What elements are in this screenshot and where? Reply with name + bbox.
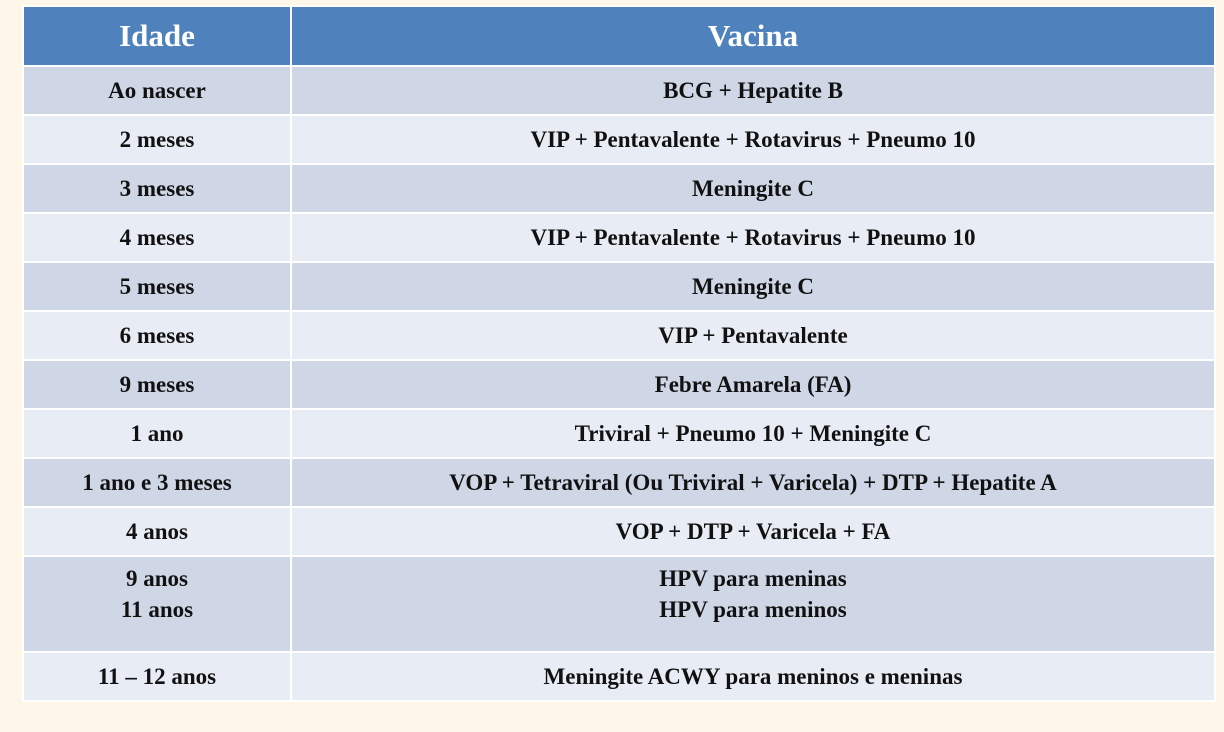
age-cell: 4 meses (22, 212, 292, 263)
age-cell: Ao nascer (22, 65, 292, 116)
header-row: Idade Vacina (22, 5, 1216, 67)
age-cell: 11 – 12 anos (22, 651, 292, 702)
vaccine-cell: VIP + Pentavalente (290, 310, 1216, 361)
age-cell-text: 11 anos (120, 597, 194, 622)
vaccine-cell: HPV para meninas HPV para meninos (290, 555, 1216, 653)
age-cell-text: 11 – 12 anos (97, 664, 217, 689)
vaccine-cell-text: VIP + Pentavalente (658, 323, 848, 348)
vaccine-cell: Triviral + Pneumo 10 + Meningite C (290, 408, 1216, 459)
table-row: 4 meses VIP + Pentavalente + Rotavirus + … (22, 212, 1216, 263)
age-cell: 1 ano e 3 meses (22, 457, 292, 508)
age-cell: 3 meses (22, 163, 292, 214)
table-row: 11 – 12 anos Meningite ACWY para meninos … (22, 651, 1216, 702)
vaccine-cell: VOP + DTP + Varicela + FA (290, 506, 1216, 557)
vaccine-cell: VIP + Pentavalente + Rotavirus + Pneumo … (290, 114, 1216, 165)
age-cell-text: 1 ano e 3 meses (82, 470, 232, 495)
age-cell-text: Ao nascer (108, 78, 206, 103)
age-cell-text: 1 ano (130, 421, 184, 446)
vaccine-cell-text: HPV para meninas (659, 566, 847, 591)
age-cell-text: 9 anos (126, 566, 188, 591)
table-row: 5 meses Meningite C (22, 261, 1216, 312)
table-row: 9 anos 11 anos HPV para meninas HPV para me… (22, 555, 1216, 653)
age-cell: 1 ano (22, 408, 292, 459)
vaccine-cell-text: Febre Amarela (FA) (654, 372, 852, 397)
table-row: Ao nascer BCG + Hepatite B (22, 65, 1216, 116)
age-cell-text: 6 meses (119, 323, 195, 348)
vaccine-cell: Febre Amarela (FA) (290, 359, 1216, 410)
table-row: 1 ano Triviral + Pneumo 10 + Meningite C (22, 408, 1216, 459)
table-row: 6 meses VIP + Pentavalente (22, 310, 1216, 361)
table-row: 9 meses Febre Amarela (FA) (22, 359, 1216, 410)
table-row: 1 ano e 3 meses VOP + Tetraviral (Ou Triv… (22, 457, 1216, 508)
age-cell: 5 meses (22, 261, 292, 312)
vaccine-cell-text: VIP + Pentavalente + Rotavirus + Pneumo … (530, 225, 976, 250)
vaccine-cell-text: VIP + Pentavalente + Rotavirus + Pneumo … (530, 127, 976, 152)
age-cell-text: 9 meses (119, 372, 195, 397)
age-cell: 6 meses (22, 310, 292, 361)
vaccine-cell-text: Meningite C (691, 176, 814, 201)
table-row: 4 anos VOP + DTP + Varicela + FA (22, 506, 1216, 557)
vaccine-cell-text: HPV para meninos (659, 597, 847, 622)
vaccination-schedule-table: Idade Vacina Ao nascer BCG + Hepatite B 2 … (22, 5, 1216, 702)
age-cell: 4 anos (22, 506, 292, 557)
age-cell-text: 5 meses (119, 274, 195, 299)
table-row: 3 meses Meningite C (22, 163, 1216, 214)
age-cell: 9 meses (22, 359, 292, 410)
age-cell: 2 meses (22, 114, 292, 165)
vaccine-cell-text: Triviral + Pneumo 10 + Meningite C (574, 421, 932, 446)
header-age: Idade (22, 5, 292, 67)
vaccine-cell-text: BCG + Hepatite B (663, 78, 843, 103)
header-vaccine: Vacina (290, 5, 1216, 67)
vaccine-cell-text: VOP + Tetraviral (Ou Triviral + Varicela… (449, 470, 1057, 495)
age-cell-text: 3 meses (119, 176, 195, 201)
vaccine-cell: Meningite ACWY para meninos e meninas (290, 651, 1216, 702)
vaccine-cell: Meningite C (290, 163, 1216, 214)
vaccine-cell: VIP + Pentavalente + Rotavirus + Pneumo … (290, 212, 1216, 263)
vaccine-cell-text: Meningite ACWY para meninos e meninas (543, 664, 963, 689)
vaccine-cell: Meningite C (290, 261, 1216, 312)
vaccine-cell-text: VOP + DTP + Varicela + FA (615, 519, 891, 544)
age-cell-text: 4 anos (126, 519, 188, 544)
table-row: 2 meses VIP + Pentavalente + Rotavirus + … (22, 114, 1216, 165)
vaccine-cell: VOP + Tetraviral (Ou Triviral + Varicela… (290, 457, 1216, 508)
vaccine-cell: BCG + Hepatite B (290, 65, 1216, 116)
vaccine-cell-text: Meningite C (691, 274, 814, 299)
age-cell: 9 anos 11 anos (22, 555, 292, 653)
age-cell-text: 2 meses (119, 127, 195, 152)
age-cell-text: 4 meses (119, 225, 195, 250)
